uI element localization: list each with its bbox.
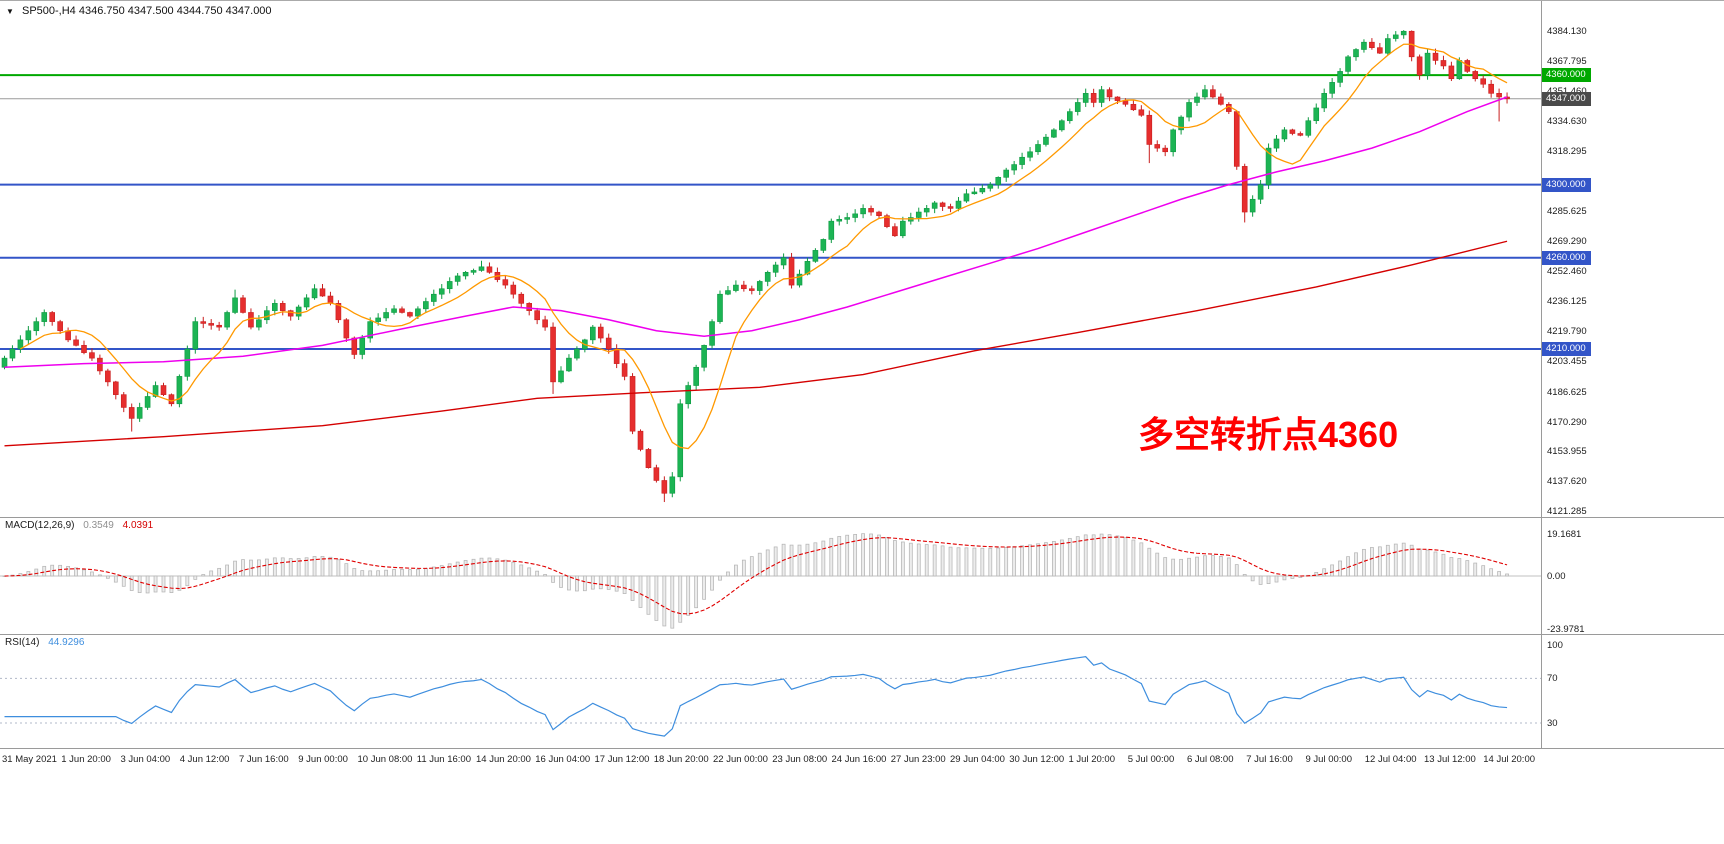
price-axis-label: 4334.630 [1547,116,1587,128]
time-axis-label: 1 Jun 20:00 [61,754,111,765]
time-axis-label: 22 Jun 00:00 [713,754,768,765]
ohlc-values: 4346.750 4347.500 4344.750 4347.000 [78,5,272,17]
time-axis-label: 31 May 2021 [2,754,57,765]
price-axis-label: 4285.625 [1547,205,1587,217]
price-badge: 4347.000 [1542,91,1591,106]
time-axis-label: 30 Jun 12:00 [1009,754,1065,765]
rsi-canvas[interactable] [0,635,1542,748]
time-axis-label: 3 Jun 04:00 [120,754,171,765]
macd-value-signal: 4.0391 [122,520,154,531]
price-axis-label: 4236.125 [1547,296,1587,308]
time-axis-label: 10 Jun 08:00 [357,754,413,765]
rsi-axis-label: 70 [1547,673,1558,685]
time-axis-label: 6 Jul 08:00 [1187,754,1234,765]
time-axis-label: 7 Jul 16:00 [1246,754,1293,765]
rsi-axis-label: 100 [1547,640,1563,651]
time-axis-label: 18 Jun 20:00 [653,754,709,765]
price-axis-label: 4186.625 [1547,386,1587,398]
price-axis-label: 4252.460 [1547,266,1587,278]
price-axis-label: 4384.130 [1547,26,1587,37]
time-axis-label: 4 Jun 12:00 [179,754,230,765]
time-axis-label: 14 Jul 20:00 [1483,754,1536,765]
time-axis-label: 14 Jun 20:00 [476,754,531,765]
price-axis-label: 4351.460 [1547,86,1587,97]
price-axis-label: 4318.295 [1547,146,1587,158]
time-axis-label: 17 Jun 12:00 [594,754,650,765]
main-chart-canvas[interactable] [0,1,1542,517]
time-axis-label: 7 Jun 16:00 [239,754,289,765]
time-axis-label: 16 Jun 04:00 [535,754,591,765]
time-axis-label: 13 Jul 12:00 [1424,754,1476,765]
price-badge: 4260.000 [1542,250,1591,265]
price-axis-label: 4137.620 [1547,476,1587,488]
price-axis-label: 4153.955 [1547,446,1587,458]
price-badge: 4360.000 [1542,68,1591,83]
rsi-axis-label: 30 [1547,717,1558,729]
symbol-timeframe-label: SP500-,H4 [21,5,76,17]
price-badge: 4300.000 [1542,177,1591,192]
macd-value-main: 0.3549 [83,520,114,531]
chart-dropdown-icon[interactable]: ▼ [6,7,14,16]
time-axis-label: 5 Jul 00:00 [1127,754,1175,765]
price-axis-label: 4269.290 [1547,235,1587,247]
price-axis-separator [1541,1,1542,749]
price-axis-label: 4367.795 [1547,55,1587,67]
time-axis-label: 9 Jun 00:00 [298,754,348,765]
price-axis-label: 4121.285 [1547,506,1587,517]
macd-panel-separator[interactable] [0,517,1724,518]
macd-canvas[interactable] [0,518,1542,634]
rsi-value: 44.9296 [48,637,85,648]
price-axis-label: 4203.455 [1547,355,1587,367]
time-axis-label: 27 Jun 23:00 [890,754,946,765]
macd-axis-label: 19.1681 [1547,528,1582,540]
time-axis-label: 11 Jun 16:00 [416,754,471,765]
rsi-panel-separator[interactable] [0,634,1724,635]
time-axis-label: 24 Jun 16:00 [831,754,887,765]
rsi-label: RSI(14) 44.9296 [5,637,85,648]
macd-label: MACD(12,26,9) 0.3549 4.0391 [5,520,154,531]
price-axis-label: 4219.790 [1547,326,1587,338]
time-axis-label: 29 Jun 04:00 [950,754,1005,765]
macd-axis-label: 0.00 [1547,571,1566,582]
chart-text-annotation[interactable]: 多空转折点4360 [1138,414,1399,455]
price-badge: 4210.000 [1542,341,1591,356]
time-axis-label: 1 Jul 20:00 [1068,754,1115,765]
macd-axis-label: -23.9781 [1547,623,1585,635]
time-axis-label: 12 Jul 04:00 [1364,754,1417,765]
time-axis-label: 23 Jun 08:00 [772,754,828,765]
chart-title: ▼ SP500-,H4 4346.750 4347.500 4344.750 4… [6,5,272,17]
price-axis-label: 4170.290 [1547,416,1587,428]
time-axis-label: 9 Jul 00:00 [1305,754,1352,765]
time-axis-separator [0,748,1724,749]
